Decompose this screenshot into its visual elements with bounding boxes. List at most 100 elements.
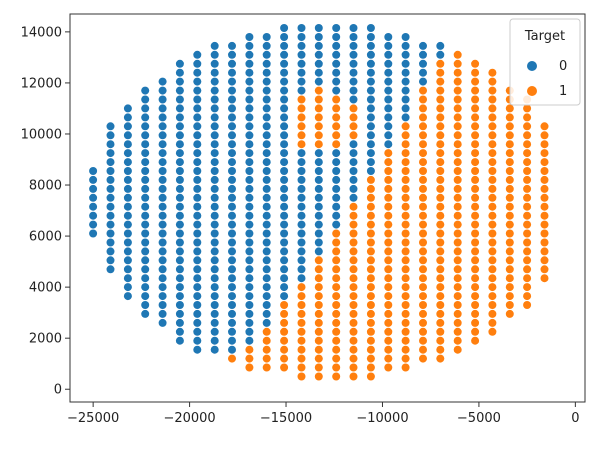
scatter-point-class-0	[349, 41, 358, 50]
scatter-point-class-0	[158, 140, 167, 149]
scatter-point-class-0	[158, 184, 167, 193]
scatter-point-class-0	[349, 95, 358, 104]
scatter-point-class-0	[158, 104, 167, 113]
scatter-point-class-1	[453, 301, 462, 309]
scatter-point-class-0	[245, 318, 254, 327]
scatter-point-class-1	[245, 354, 254, 363]
scatter-point-class-0	[193, 122, 202, 131]
scatter-point-class-1	[419, 113, 427, 122]
scatter-point-class-0	[228, 301, 236, 309]
scatter-point-class-1	[384, 265, 393, 274]
scatter-point-class-1	[401, 345, 410, 354]
scatter-point-class-1	[523, 202, 532, 211]
scatter-point-class-1	[314, 283, 323, 292]
scatter-point-class-1	[314, 301, 323, 309]
scatter-point-class-1	[505, 301, 514, 309]
scatter-point-class-1	[436, 113, 445, 122]
scatter-point-class-0	[349, 184, 358, 193]
scatter-point-class-1	[349, 345, 358, 354]
scatter-point-class-0	[141, 193, 150, 202]
scatter-point-class-0	[175, 95, 184, 104]
scatter-point-class-0	[228, 149, 236, 158]
scatter-point-class-1	[471, 140, 480, 149]
scatter-point-class-1	[332, 336, 341, 345]
scatter-point-class-0	[332, 50, 341, 59]
scatter-point-class-1	[401, 175, 410, 184]
scatter-point-class-0	[106, 256, 115, 265]
scatter-point-class-0	[349, 24, 358, 32]
scatter-point-class-0	[123, 140, 132, 149]
scatter-point-class-1	[436, 149, 445, 158]
scatter-point-class-1	[488, 175, 497, 184]
scatter-point-class-0	[228, 336, 236, 345]
scatter-point-class-1	[523, 113, 532, 122]
scatter-point-class-0	[314, 59, 323, 68]
scatter-point-class-0	[245, 77, 254, 86]
scatter-point-class-1	[366, 274, 375, 283]
scatter-point-class-0	[419, 77, 427, 86]
scatter-point-class-1	[314, 256, 323, 265]
scatter-point-class-1	[505, 167, 514, 175]
scatter-point-class-0	[175, 59, 184, 68]
scatter-point-class-0	[401, 86, 410, 95]
scatter-point-class-1	[505, 247, 514, 256]
scatter-point-class-1	[401, 354, 410, 363]
scatter-point-class-0	[314, 167, 323, 175]
scatter-point-class-1	[349, 238, 358, 247]
scatter-point-class-1	[505, 274, 514, 283]
scatter-point-class-1	[453, 202, 462, 211]
scatter-point-class-0	[366, 95, 375, 104]
scatter-point-class-1	[471, 229, 480, 238]
scatter-point-class-0	[314, 149, 323, 158]
scatter-point-class-1	[262, 327, 271, 336]
scatter-point-class-0	[141, 113, 150, 122]
scatter-point-class-0	[332, 33, 341, 41]
scatter-point-class-0	[297, 41, 306, 50]
scatter-point-class-1	[540, 167, 549, 175]
scatter-point-class-0	[193, 86, 202, 95]
scatter-point-class-0	[141, 211, 150, 220]
scatter-point-class-1	[488, 202, 497, 211]
scatter-point-class-1	[419, 318, 427, 327]
scatter-point-class-1	[349, 211, 358, 220]
scatter-point-class-1	[262, 363, 271, 372]
scatter-point-class-0	[175, 77, 184, 86]
y-tick-label: 4000	[29, 281, 62, 296]
scatter-point-class-0	[193, 184, 202, 193]
scatter-point-class-0	[245, 50, 254, 59]
scatter-point-class-1	[436, 301, 445, 309]
scatter-point-class-0	[210, 318, 219, 327]
scatter-point-class-1	[488, 86, 497, 95]
scatter-point-class-0	[228, 193, 236, 202]
scatter-point-class-0	[193, 158, 202, 167]
scatter-point-class-1	[419, 140, 427, 149]
scatter-point-class-0	[280, 104, 289, 113]
scatter-point-class-1	[436, 274, 445, 283]
scatter-point-class-0	[332, 77, 341, 86]
scatter-point-class-0	[280, 50, 289, 59]
scatter-point-class-0	[332, 41, 341, 50]
scatter-point-class-0	[106, 220, 115, 229]
scatter-point-class-1	[471, 122, 480, 131]
scatter-point-class-1	[488, 292, 497, 301]
scatter-point-class-1	[436, 309, 445, 318]
legend-box	[509, 18, 581, 106]
scatter-point-class-1	[523, 256, 532, 265]
scatter-point-class-0	[262, 33, 271, 41]
scatter-point-class-1	[505, 202, 514, 211]
scatter-point-class-0	[280, 220, 289, 229]
scatter-point-class-1	[384, 256, 393, 265]
scatter-point-class-0	[158, 131, 167, 140]
scatter-point-class-0	[106, 131, 115, 140]
scatter-point-class-0	[123, 247, 132, 256]
scatter-point-class-1	[332, 265, 341, 274]
scatter-point-class-1	[366, 193, 375, 202]
scatter-point-class-1	[366, 229, 375, 238]
scatter-point-class-1	[523, 274, 532, 283]
scatter-point-class-1	[471, 68, 480, 77]
scatter-point-class-0	[89, 202, 98, 211]
scatter-point-class-0	[314, 220, 323, 229]
scatter-point-class-1	[436, 184, 445, 193]
scatter-point-class-1	[297, 345, 306, 354]
scatter-point-class-1	[349, 113, 358, 122]
